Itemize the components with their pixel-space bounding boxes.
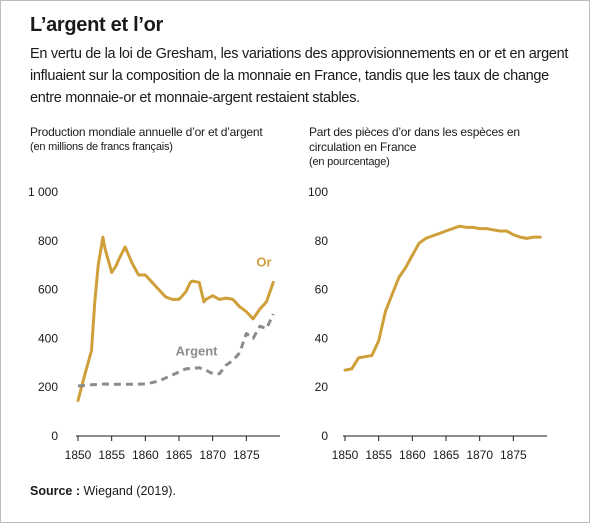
left-chart-title: Production mondiale annuelle d’or et d’a… bbox=[30, 125, 263, 139]
right-ytick-label: 60 bbox=[315, 283, 329, 297]
left-xtick-label: 1860 bbox=[132, 448, 159, 462]
source-note: Source : Wiegand (2019). bbox=[30, 484, 176, 498]
right-chart-unit: (en pourcentage) bbox=[309, 156, 390, 168]
figure-subtitle: En vertu de la loi de Gresham, les varia… bbox=[30, 46, 569, 106]
right-xtick-label: 1875 bbox=[500, 448, 527, 462]
left-xtick-label: 1870 bbox=[199, 448, 226, 462]
right-ytick-label: 0 bbox=[321, 429, 328, 443]
left-series-line-or bbox=[76, 235, 275, 403]
left-ytick-label: 400 bbox=[38, 331, 58, 345]
right-xtick-label: 1860 bbox=[399, 448, 426, 462]
argent-series-label: Argent bbox=[176, 343, 219, 358]
right-chart-title: Part des pièces d’or dans les espèces en… bbox=[309, 125, 520, 154]
right-chart-header: Part des pièces d’or dans les espèces en… bbox=[309, 125, 549, 170]
left-xtick-label: 1850 bbox=[65, 448, 92, 462]
left-chart-unit: (en millions de francs français) bbox=[30, 141, 173, 153]
left-chart-header: Production mondiale annuelle d’or et d’a… bbox=[30, 125, 300, 155]
right-xtick-label: 1855 bbox=[365, 448, 392, 462]
right-ytick-label: 80 bbox=[315, 234, 329, 248]
left-ytick-label: 0 bbox=[51, 429, 58, 443]
source-text: Wiegand (2019). bbox=[83, 484, 176, 498]
right-xtick-label: 1865 bbox=[433, 448, 460, 462]
left-xtick-label: 1875 bbox=[233, 448, 260, 462]
right-xtick-label: 1850 bbox=[332, 448, 359, 462]
left-ytick-label: 600 bbox=[38, 283, 58, 297]
left-xtick-label: 1865 bbox=[166, 448, 193, 462]
right-ytick-label: 100 bbox=[308, 185, 328, 199]
left-ytick-label: 800 bbox=[38, 234, 58, 248]
right-ytick-label: 20 bbox=[315, 380, 329, 394]
right-ytick-label: 40 bbox=[315, 331, 329, 345]
right-series-line-share bbox=[343, 224, 542, 372]
figure-title: L’argent et l’or bbox=[30, 14, 164, 36]
left-xtick-label: 1855 bbox=[98, 448, 125, 462]
left-ytick-label: 200 bbox=[38, 380, 58, 394]
source-label: Source : bbox=[30, 484, 81, 498]
right-xtick-label: 1870 bbox=[466, 448, 493, 462]
or-series-label: Or bbox=[256, 254, 271, 269]
left-ytick-label: 1 000 bbox=[28, 185, 58, 199]
